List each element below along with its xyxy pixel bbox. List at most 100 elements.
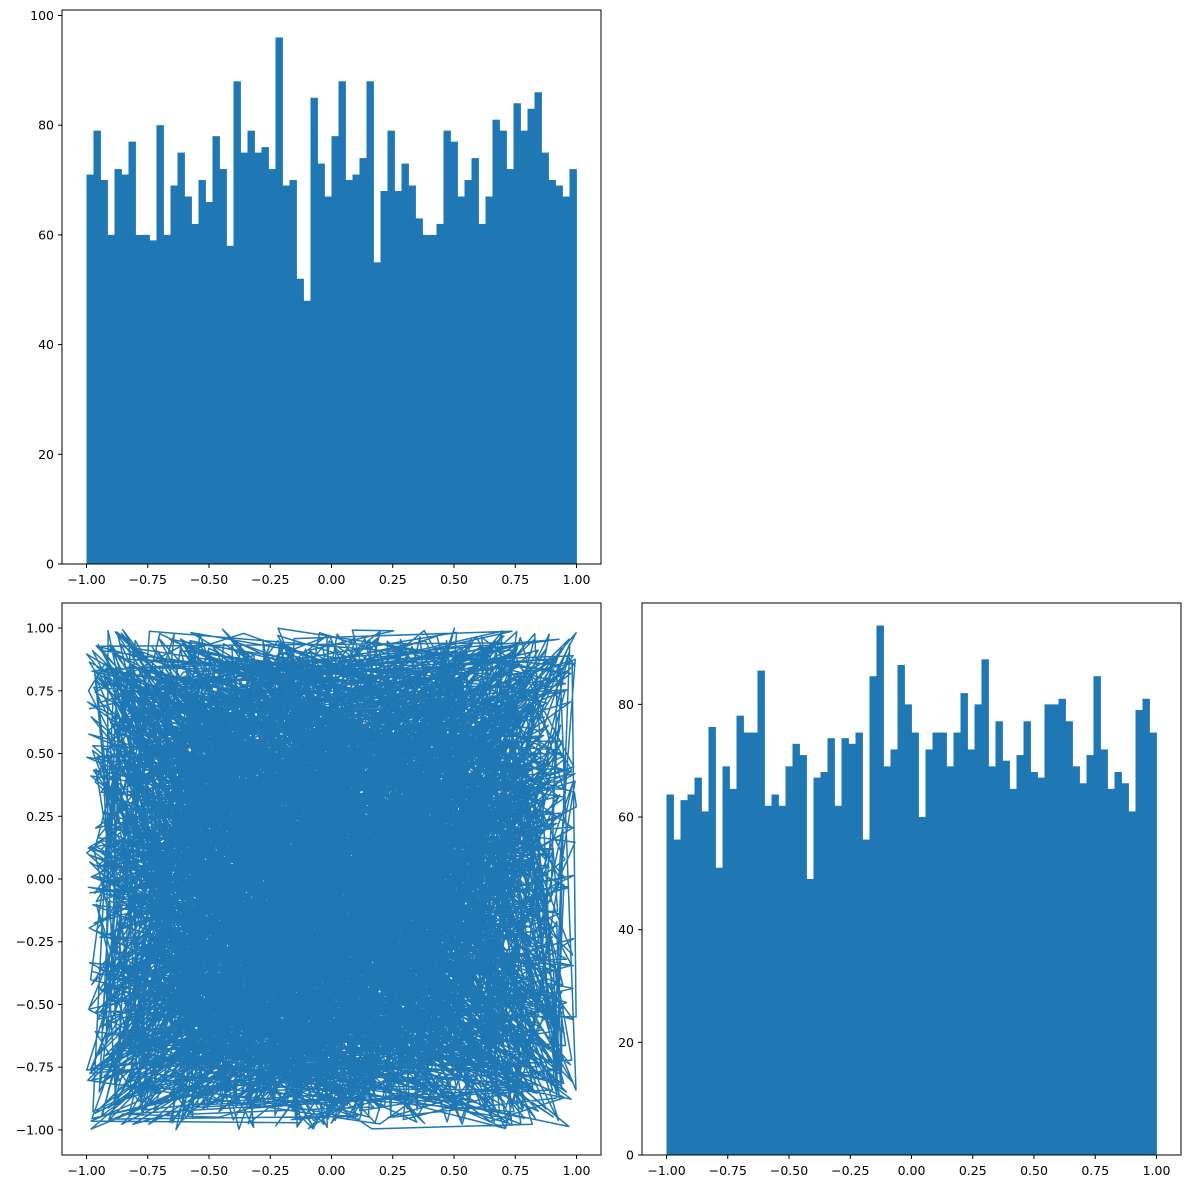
histogram-bar [478,223,486,565]
histogram-bar [939,732,947,1155]
histogram-bar [1135,710,1143,1155]
histogram-bar [848,743,856,1155]
histogram-bar [380,191,388,564]
x-tick-label: 0.50 [440,1163,468,1178]
histogram-bar [100,180,108,565]
histogram-bar [694,777,702,1155]
histogram-bar [918,817,926,1155]
histogram-bar [1051,704,1059,1155]
histogram-bar [750,732,758,1155]
y-tick-label: 0.50 [26,746,54,761]
histogram-bar [932,732,940,1155]
histogram-bar [471,158,479,564]
histogram-bar [247,130,255,565]
histogram-bar [1142,698,1150,1155]
top-left-histogram: −1.00 −0.75 −0.50 −0.25 0.00 0.25 0.50 0.75 1.00… [30,8,602,587]
histogram-bar [219,169,227,564]
histogram-bar [715,867,723,1155]
y-tick-label: 80 [618,697,634,712]
histogram-bar [527,108,535,564]
histogram-bar [345,180,353,565]
histogram-bar [876,625,884,1155]
x-tick-label: −0.50 [770,1163,808,1178]
histogram-bar [317,163,325,564]
x-axis: −1.00 −0.75 −0.50 −0.25 0.00 0.25 0.50 0.75 1.00 [647,1155,1170,1178]
histogram-bar [268,169,276,564]
histogram-bar [855,732,863,1155]
histogram-bar [757,670,765,1155]
histogram-bar [701,811,709,1155]
histogram-bar [1079,783,1087,1155]
x-tick-label: −0.50 [190,1163,228,1178]
histogram-bar [170,185,178,564]
histogram-bar [289,180,297,565]
histogram-bar [394,191,402,564]
histogram-bar [1037,777,1045,1155]
histogram-bar [156,125,164,564]
line-series [85,627,578,1131]
x-tick-label: −1.00 [67,1163,105,1178]
histogram-bar [736,715,744,1155]
histogram-bar [254,152,262,565]
histogram-bar [555,185,563,564]
histogram-bar [827,738,835,1155]
histogram-bar [93,130,101,565]
histogram-bar [296,278,304,564]
histogram-bar [191,223,199,565]
x-tick-label: −0.25 [251,1163,289,1178]
y-axis: 0 20 40 60 80 [618,697,642,1163]
histogram-bar [708,726,716,1155]
histogram-bar [911,732,919,1155]
histogram-bar [499,130,507,565]
histogram-bar [163,234,171,564]
histogram-bar [387,130,395,565]
histogram-bar [107,234,115,564]
histogram-bar [121,174,129,565]
histogram-bar [1023,721,1031,1155]
histogram-bar [233,81,241,564]
histogram-bar [785,766,793,1155]
histogram-bar [359,158,367,564]
histogram-bar [722,766,730,1155]
y-tick-label: 60 [618,810,634,825]
x-tick-label: 0.75 [501,572,529,587]
y-tick-label: 20 [618,1035,634,1050]
histogram-bar [771,794,779,1155]
histogram-bar [897,664,905,1155]
histogram-bar [666,794,674,1155]
histogram-bar [324,196,332,564]
x-tick-label: 1.00 [1143,1163,1171,1178]
histogram-bar [562,196,570,564]
histogram-bar [1100,749,1108,1155]
histogram-bar [1128,811,1136,1155]
histogram-bar [520,130,528,565]
bottom-right-histogram: −1.00 −0.75 −0.50 −0.25 0.00 0.25 0.50 0.75 1.00… [618,602,1182,1178]
y-axis: −1.00 −0.75 −0.50 −0.25 0.00 0.25 0.50 0.75 1.00 [16,621,62,1137]
histogram-bar [687,794,695,1155]
histogram-bar [415,218,423,564]
histogram-bar [743,732,751,1155]
histogram-bar [436,223,444,565]
x-tick-label: 0.75 [501,1163,529,1178]
histogram-bar [429,234,437,564]
x-axis: −1.00 −0.75 −0.50 −0.25 0.00 0.25 0.50 0.75 1.00 [67,1155,590,1178]
histogram-bar [485,196,493,564]
histogram-bar [834,805,842,1155]
histogram-bar [1009,788,1017,1155]
histogram-bar [1016,755,1024,1155]
histogram-bar [904,704,912,1155]
histogram-bar [184,196,192,564]
x-tick-label: −1.00 [647,1163,685,1178]
histogram-bar [974,704,982,1155]
histogram-bar [541,152,549,565]
histogram-bar [282,185,290,564]
histogram-bar [443,130,451,565]
histogram-bar [1086,755,1094,1155]
histogram-bar [1149,732,1157,1155]
y-tick-label: −0.50 [16,997,54,1012]
histogram-bar [869,676,877,1155]
histogram-bar [953,732,961,1155]
histogram-bar [792,743,800,1155]
histogram-bar [925,749,933,1155]
y-tick-label: 80 [38,118,54,133]
